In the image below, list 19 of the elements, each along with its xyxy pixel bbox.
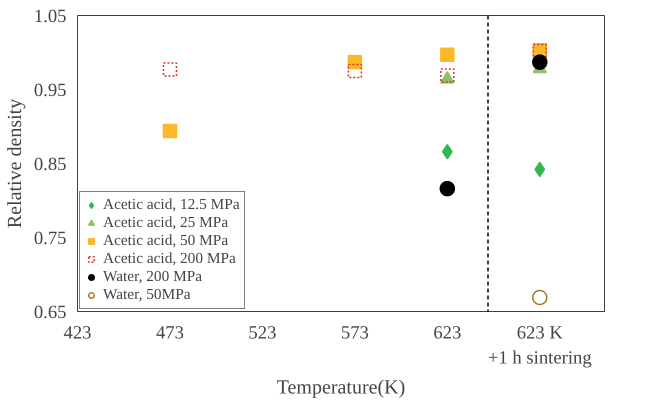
legend-label: Acetic acid, 50 MPa	[103, 232, 228, 250]
y-tick-label: 0.65	[34, 302, 67, 323]
y-tick-label: 0.85	[34, 154, 67, 175]
y-tick-label: 1.05	[34, 6, 67, 27]
x-tick-label: 473	[156, 322, 184, 344]
y-tick-label: 0.75	[34, 228, 67, 249]
legend-label: Acetic acid, 12.5 MPa	[103, 196, 240, 214]
legend-label: Acetic acid, 25 MPa	[103, 214, 228, 232]
legend-label: Water, 50MPa	[103, 286, 191, 304]
y-axis-title: Relative density	[4, 98, 26, 228]
legend-label: Water, 200 MPa	[103, 268, 202, 286]
x-tick-label: 623	[433, 322, 462, 344]
legend-label: Acetic acid, 200 MPa	[103, 250, 236, 268]
x-tick-label: 523	[248, 322, 276, 344]
x-axis-title: Temperature(K)	[276, 376, 406, 399]
x-tick-label: 623 K +1 h sintering	[488, 322, 592, 369]
y-tick-label: 0.95	[34, 80, 67, 101]
x-tick-label: 573	[340, 322, 369, 344]
x-tick-label: 423	[64, 322, 92, 344]
